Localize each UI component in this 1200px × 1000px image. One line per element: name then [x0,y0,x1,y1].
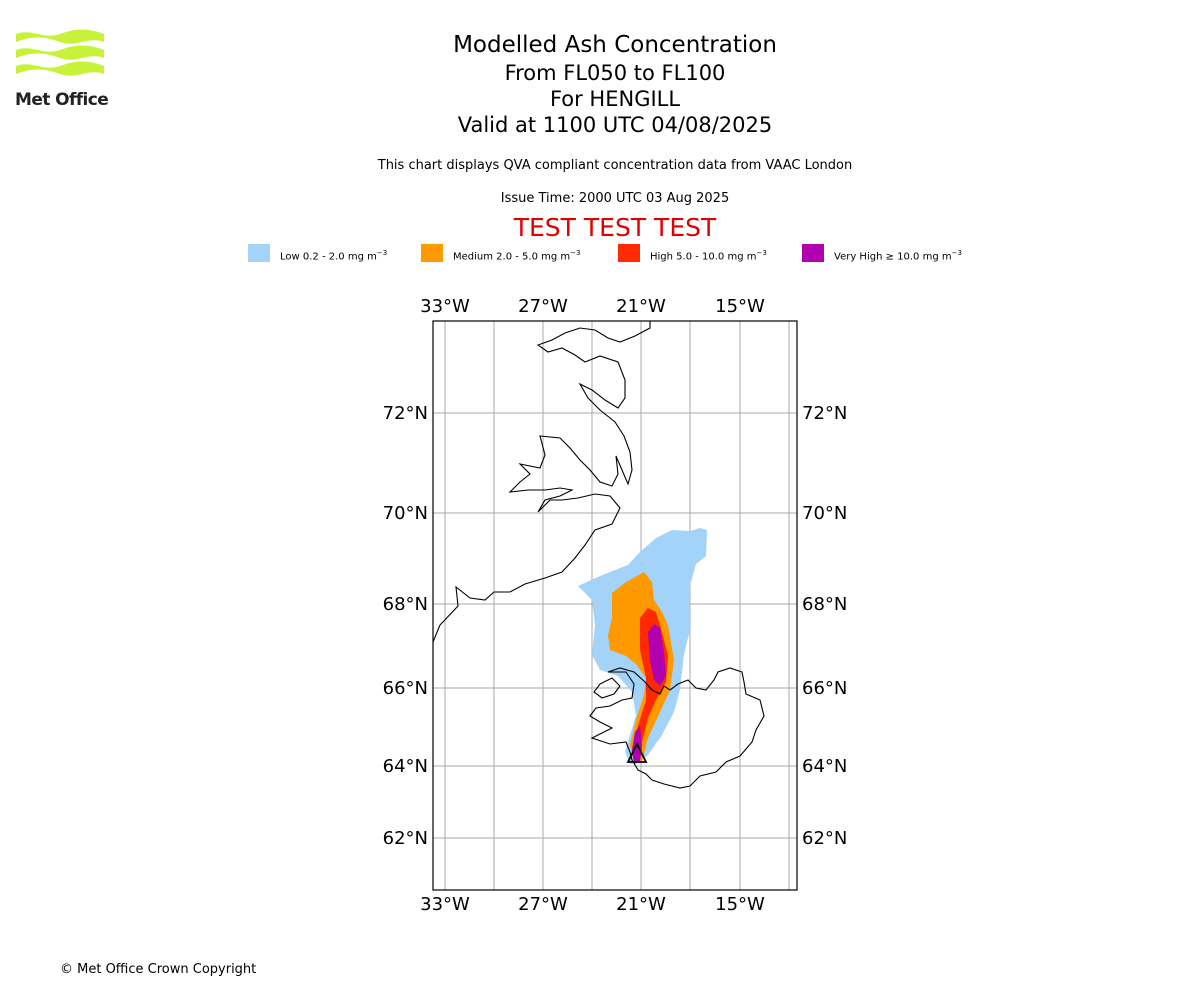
legend-label: Low 0.2 - 2.0 mg m−3 [280,249,388,263]
test-banner: TEST TEST TEST [513,213,717,242]
legend-label: High 5.0 - 10.0 mg m−3 [650,249,767,263]
map-frame [432,320,798,891]
lon-tick-label: 15°W [715,894,765,915]
copyright-footer: © Met Office Crown Copyright [60,962,257,977]
met-office-logo: Met Office [12,28,112,114]
lon-tick-label: 27°W [518,894,568,915]
triangle-icon [626,741,648,763]
issue-time: Issue Time: 2000 UTC 03 Aug 2025 [500,191,730,206]
lat-tick-label: 64°N [383,756,428,777]
coastlines [433,321,765,789]
location-line: For HENGILL [549,87,681,111]
lat-tick-label: 62°N [802,828,847,849]
lat-labels-left: 72°N 70°N 68°N 66°N 64°N 62°N [383,403,428,849]
map-area [433,321,797,890]
compliance-note: This chart displays QVA compliant concen… [377,158,853,173]
lat-tick-label: 64°N [802,756,847,777]
chart-titles: Modelled Ash Concentration From FL050 to… [315,30,915,138]
lat-tick-label: 70°N [383,503,428,524]
lon-tick-label: 21°W [616,894,666,915]
chart-title: Modelled Ash Concentration [453,32,777,58]
lon-tick-label: 15°W [715,296,765,317]
legend-swatch [802,244,824,262]
lat-labels-right: 72°N 70°N 68°N 66°N 64°N 62°N [802,403,847,849]
legend-swatch [618,244,640,262]
lat-tick-label: 68°N [383,594,428,615]
ash-contour-very-high [648,624,666,686]
logo-text: Met Office [15,90,109,110]
legend-swatch [421,244,443,262]
level-range: From FL050 to FL100 [504,61,726,85]
lat-tick-label: 68°N [802,594,847,615]
legend-swatch [248,244,270,262]
lon-tick-label: 33°W [420,894,470,915]
lat-tick-label: 66°N [383,678,428,699]
lon-labels-top: 33°W 27°W 21°W 15°W [420,296,765,317]
legend-label: Very High ≥ 10.0 mg m−3 [834,249,962,263]
lon-tick-label: 21°W [616,296,666,317]
greenland-coastline [433,321,651,643]
iceland-coastline [589,667,765,789]
lat-tick-label: 66°N [802,678,847,699]
lat-tick-label: 70°N [802,503,847,524]
lon-tick-label: 27°W [518,296,568,317]
ash-contours [578,528,707,764]
lon-labels-bottom: 33°W 27°W 21°W 15°W [420,894,765,915]
lat-tick-label: 72°N [802,403,847,424]
valid-time: Valid at 1100 UTC 04/08/2025 [457,113,773,137]
lon-tick-label: 33°W [420,296,470,317]
iceland-westfjords-coastline [593,677,621,699]
legend-label: Medium 2.0 - 5.0 mg m−3 [453,249,581,263]
lat-tick-label: 72°N [383,403,428,424]
lat-tick-label: 62°N [383,828,428,849]
wave-logo-icon [16,29,104,76]
